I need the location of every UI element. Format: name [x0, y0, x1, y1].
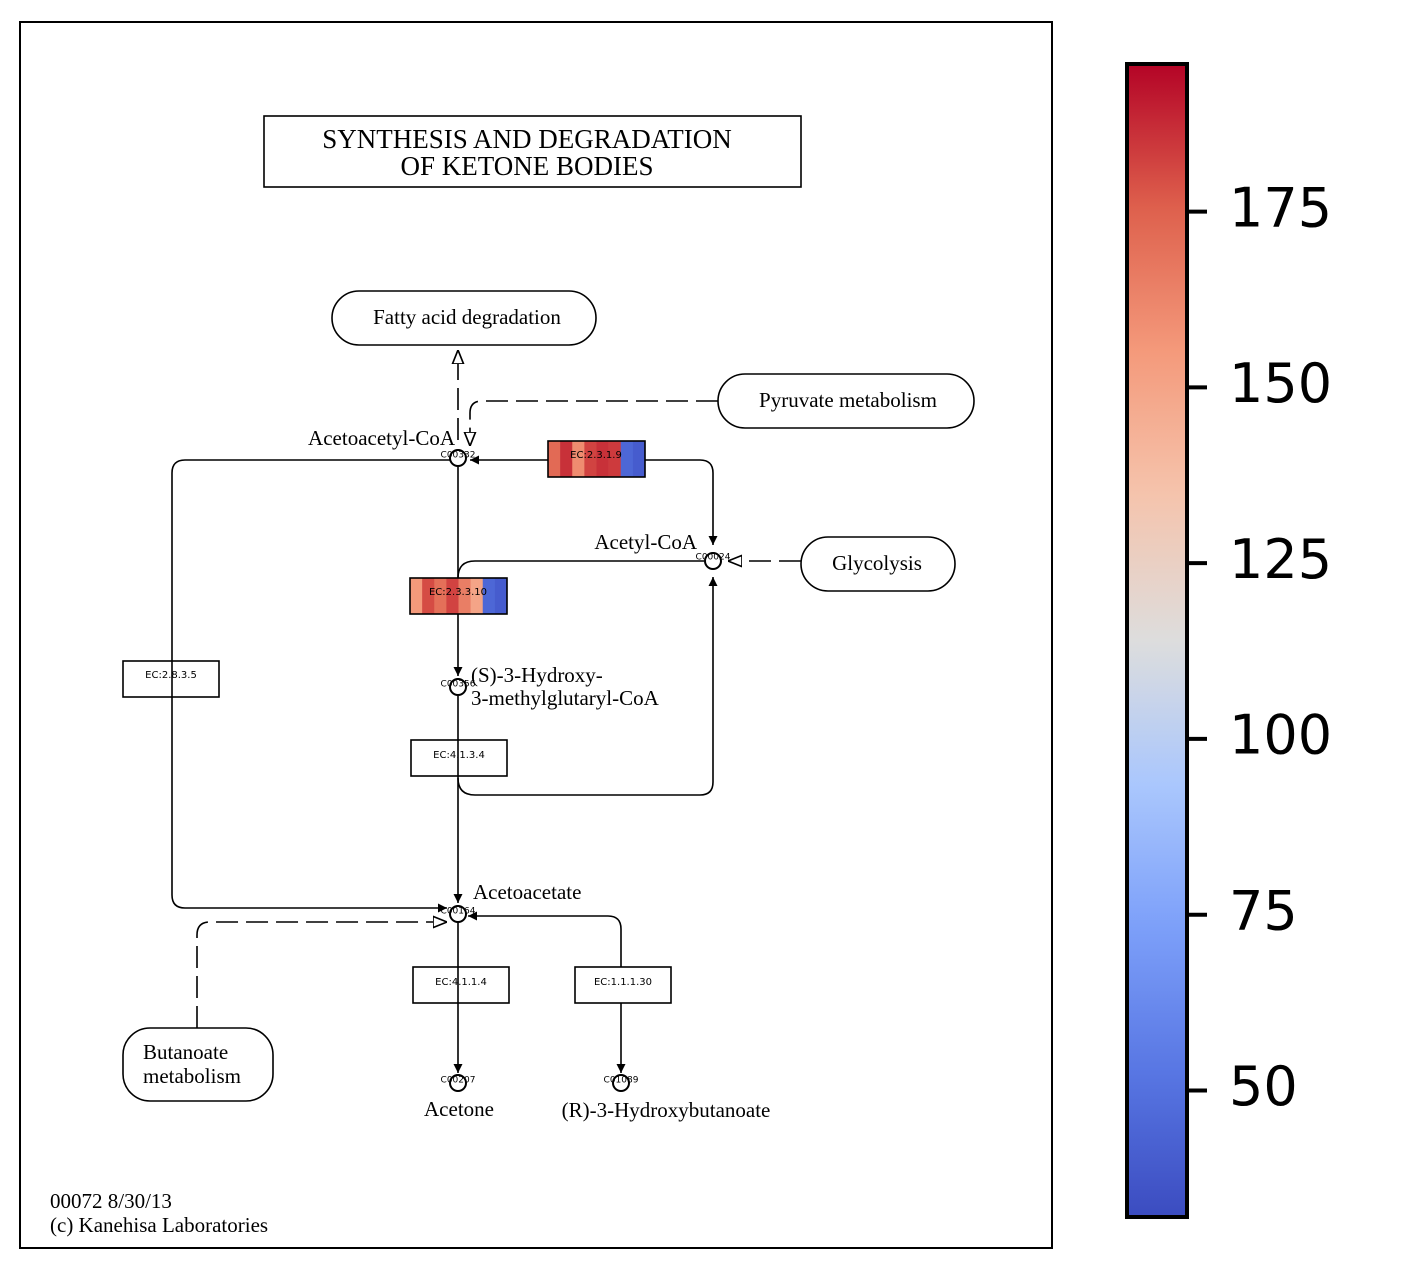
compound-name: Acetone	[424, 1097, 494, 1121]
map-node: Fatty acid degradation	[331, 290, 597, 346]
compound-id: C01089	[604, 1076, 639, 1086]
compound-name: Acetoacetate	[473, 880, 581, 904]
enzyme-label: EC:2.3.1.9	[570, 450, 622, 461]
enzyme-box	[547, 440, 646, 478]
map-node: Glycolysis	[800, 536, 956, 592]
expression-stripe	[470, 578, 484, 614]
enzyme-label: EC:4.1.3.4	[433, 750, 485, 761]
colorbar: 50 75 100 125 150 175	[1125, 62, 1332, 1219]
compound: C00332 Acetoacetyl-CoA	[308, 426, 476, 467]
expression-stripe	[458, 578, 471, 614]
enzyme: EC:2.8.3.5	[122, 660, 220, 698]
compound-id: C00164	[441, 907, 476, 917]
enzyme-label: EC:2.8.3.5	[145, 670, 197, 681]
title: OF KETONE BODIES	[400, 151, 653, 181]
map-node: Butanoate metabolism	[122, 1027, 274, 1102]
compound-id: C00207	[441, 1076, 476, 1086]
expression-stripe	[410, 578, 423, 614]
edges	[171, 350, 801, 1073]
expression-stripe	[446, 578, 459, 614]
colorbar-tick-label: 150	[1229, 352, 1332, 415]
enzyme: EC:2.3.3.10	[409, 577, 508, 615]
enzyme: EC:4.1.1.4	[412, 966, 510, 1004]
colorbar-tick-label: 50	[1229, 1055, 1298, 1118]
compound: C00207 Acetone	[424, 1074, 494, 1121]
title: SYNTHESIS AND DEGRADATION	[322, 124, 732, 154]
enzyme: EC:2.3.1.9	[547, 440, 646, 478]
colorbar-tick-label: 75	[1229, 879, 1298, 942]
enzyme: EC:1.1.1.30	[574, 966, 672, 1004]
expression-stripe	[608, 441, 622, 477]
compound: C00356 (S)-3-Hydroxy- 3-methylglutaryl-C…	[441, 663, 660, 710]
compound-id: C00356	[441, 680, 476, 690]
enzyme-box	[409, 577, 508, 615]
footer: 00072 8/30/13	[50, 1189, 172, 1213]
diagram-frame	[19, 21, 1053, 1249]
expression-stripe	[560, 441, 573, 477]
compound: C00164 Acetoacetate	[441, 880, 581, 923]
colorbar-tick-label: 175	[1229, 176, 1332, 239]
compound-name: (R)-3-Hydroxybutanoate	[562, 1098, 771, 1122]
enzyme: EC:4.1.3.4	[410, 739, 508, 777]
compound-id: C00024	[696, 553, 731, 563]
map-label: Butanoate	[143, 1040, 228, 1064]
enzyme-label: EC:2.3.3.10	[429, 587, 487, 598]
expression-stripe	[548, 441, 561, 477]
map-label: Fatty acid degradation	[373, 305, 561, 329]
map-label: metabolism	[143, 1064, 241, 1088]
compound-name: (S)-3-Hydroxy-	[471, 663, 603, 687]
colorbar-tick-label: 125	[1229, 528, 1332, 591]
expression-stripe	[572, 441, 585, 477]
map-label: Glycolysis	[832, 551, 922, 575]
compound-name: Acetoacetyl-CoA	[308, 426, 456, 450]
compound-id: C00332	[441, 451, 476, 461]
compound: C01089 (R)-3-Hydroxybutanoate	[562, 1074, 771, 1122]
compound-name: 3-methylglutaryl-CoA	[471, 686, 660, 710]
expression-stripe	[620, 441, 634, 477]
colorbar-scale	[1125, 62, 1189, 1219]
colorbar-tick-label: 100	[1229, 704, 1332, 767]
compound: C00024 Acetyl-CoA	[594, 530, 731, 570]
enzyme-label: EC:4.1.1.4	[435, 977, 487, 988]
expression-stripe	[632, 441, 646, 477]
enzyme-label: EC:1.1.1.30	[594, 977, 652, 988]
expression-stripe	[494, 578, 508, 614]
expression-stripe	[482, 578, 496, 614]
map-label: Pyruvate metabolism	[759, 388, 937, 412]
expression-stripe	[434, 578, 447, 614]
expression-stripe	[596, 441, 609, 477]
map-node: Pyruvate metabolism	[717, 373, 975, 429]
footer: (c) Kanehisa Laboratories	[50, 1213, 268, 1237]
expression-stripe	[584, 441, 597, 477]
compound-name: Acetyl-CoA	[594, 530, 697, 554]
title-box	[263, 115, 802, 188]
expression-stripe	[422, 578, 435, 614]
